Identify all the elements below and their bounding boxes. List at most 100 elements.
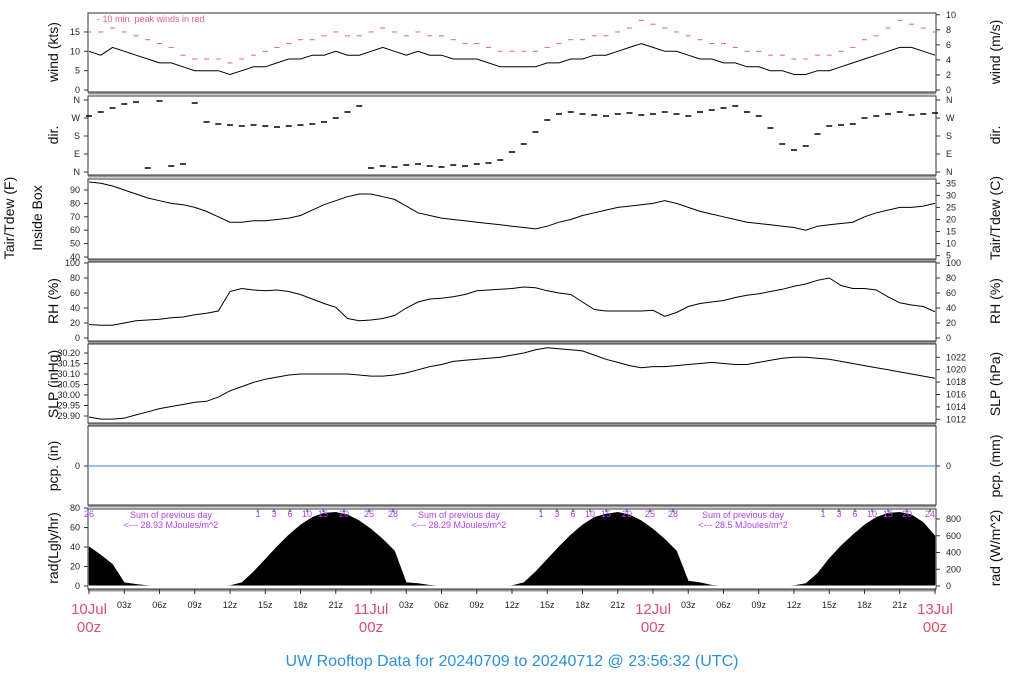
- daily-sum-heading: Sum of previous day: [418, 510, 501, 520]
- direction-ytick-label-right: N: [946, 95, 953, 105]
- temperature-frame: [87, 178, 937, 260]
- slp-ytick-label: 29.95: [57, 401, 80, 411]
- x-tick-label: 03z: [399, 600, 414, 610]
- radiation-ytick-label-right: 600: [946, 531, 961, 541]
- direction-ytick-label: E: [74, 149, 80, 159]
- rh-frame: [87, 261, 937, 342]
- wind-mean-line: [88, 43, 936, 76]
- slp-ytick-label: 30.15: [57, 359, 80, 369]
- day-label-date: 12Jul: [635, 601, 671, 618]
- wind-ytick-label-right: 2: [946, 70, 951, 80]
- rh-ytick-label-right: 20: [946, 318, 956, 328]
- radiation-hour-mark: 1: [255, 509, 260, 519]
- direction-axis-label-right: dir.: [987, 126, 1003, 145]
- daily-sum-value: <--- 28.5 MJoules/m^2: [698, 520, 788, 530]
- radiation-hour-mark: 15: [318, 509, 328, 519]
- rh-ytick-label-right: 60: [946, 288, 956, 298]
- radiation-hour-mark: 10: [302, 509, 312, 519]
- direction-axis-label: dir.: [45, 126, 61, 145]
- x-tick-label: 12z: [223, 600, 238, 610]
- radiation-ytick-label: 0: [75, 581, 80, 591]
- direction-ytick-label-right: S: [946, 131, 952, 141]
- radiation-hour-mark: 6: [852, 509, 857, 519]
- x-tick-label: 03z: [117, 600, 132, 610]
- slp-frame: [87, 343, 937, 424]
- wind-axis-label-right: wind (m/s): [987, 20, 1003, 86]
- direction-ytick-label: N: [74, 95, 81, 105]
- radiation-axis-label-right: rad (W/m^2): [987, 510, 1003, 587]
- radiation-hour-mark: 15: [601, 509, 611, 519]
- temperature-line: [88, 181, 936, 231]
- precip-axis-label: pcp. (in): [45, 441, 61, 492]
- temperature-axis-label-right: Tair/Tdew (C): [987, 176, 1003, 260]
- wind-ytick-label-right: 8: [946, 25, 951, 35]
- slp-ytick-label-right: 1022: [946, 352, 966, 362]
- rh-ytick-label: 40: [70, 303, 80, 313]
- day-label-hour: 00z: [77, 619, 101, 636]
- rh-ytick-label: 20: [70, 318, 80, 328]
- direction-ytick-label-right: N: [946, 167, 953, 177]
- rh-ytick-label-right: 80: [946, 273, 956, 283]
- rh-axis-label-right: RH (%): [987, 278, 1003, 324]
- slp-ytick-label-right: 1016: [946, 389, 966, 399]
- wind-frame: [87, 12, 937, 93]
- temperature-2-axis-label: Inside Box: [29, 185, 45, 250]
- x-tick-label: 12z: [787, 600, 802, 610]
- direction-ytick-label-right: W: [946, 113, 955, 123]
- radiation-hour-mark: 15: [883, 509, 893, 519]
- slp-ytick-label: 29.90: [57, 411, 80, 421]
- radiation-hour-mark: 6: [570, 509, 575, 519]
- temperature-ytick-label-right: 15: [946, 227, 956, 237]
- x-tick-label: 21z: [610, 600, 625, 610]
- radiation-hour-mark: 25: [645, 509, 655, 519]
- wind-ytick-label-right: 10: [946, 10, 956, 20]
- x-tick-label: 18z: [857, 600, 872, 610]
- direction-ytick-label: S: [74, 131, 80, 141]
- rh-ytick-label-right: 40: [946, 303, 956, 313]
- radiation-hour-mark: 25: [364, 509, 374, 519]
- wind-ytick-label: 15: [70, 27, 80, 37]
- radiation-hour-mark: 20: [339, 509, 349, 519]
- slp-ytick-label: 30.10: [57, 369, 80, 379]
- day-label-date: 11Jul: [354, 601, 389, 618]
- radiation-ytick-label: 40: [70, 542, 80, 552]
- slp-ytick-label-right: 1012: [946, 414, 966, 424]
- x-tick-label: 21z: [892, 600, 907, 610]
- x-tick-label: 06z: [434, 600, 449, 610]
- direction-ytick-label: W: [72, 113, 81, 123]
- radiation-hour-mark: 3: [836, 509, 841, 519]
- chart-title: UW Rooftop Data for 20240709 to 20240712…: [286, 653, 739, 670]
- x-tick-label: 06z: [716, 600, 731, 610]
- radiation-ytick-label: 20: [70, 562, 80, 572]
- temperature-ytick-label: 90: [70, 185, 80, 195]
- x-tick-label: 03z: [681, 600, 696, 610]
- direction-ytick-label: N: [74, 167, 81, 177]
- temperature-ytick-label: 60: [70, 225, 80, 235]
- radiation-hour-mark: 3: [271, 509, 276, 519]
- radiation-hour-mark: 10: [585, 509, 595, 519]
- temperature-ytick-label-right: 20: [946, 214, 956, 224]
- temperature-ytick-label: 80: [70, 198, 80, 208]
- x-tick-label: 06z: [152, 600, 167, 610]
- slp-ytick-label: 30.00: [57, 390, 80, 400]
- temperature-ytick-label: 70: [70, 212, 80, 222]
- slp-ytick-label-right: 1018: [946, 377, 966, 387]
- day-label-date: 13Jul: [917, 601, 953, 618]
- rh-line: [88, 277, 936, 326]
- slp-line: [88, 347, 936, 420]
- temperature-ytick-label-right: 35: [946, 178, 956, 188]
- temperature-ytick-label-right: 10: [946, 239, 956, 249]
- slp-ytick-label: 30.20: [57, 348, 80, 358]
- temperature-ytick-label: 40: [70, 252, 80, 262]
- radiation-hour-mark: 1: [538, 509, 543, 519]
- x-tick-label: 09z: [469, 600, 484, 610]
- temperature-ytick-label: 50: [70, 239, 80, 249]
- slp-ytick-label-right: 1020: [946, 365, 966, 375]
- rh-ytick-label: 60: [70, 288, 80, 298]
- radiation-hour-mark: 20: [902, 509, 912, 519]
- daily-sum-value: <--- 28.29 MJoules/m^2: [412, 520, 507, 530]
- x-tick-label: 09z: [187, 600, 202, 610]
- x-tick-label: 21z: [328, 600, 343, 610]
